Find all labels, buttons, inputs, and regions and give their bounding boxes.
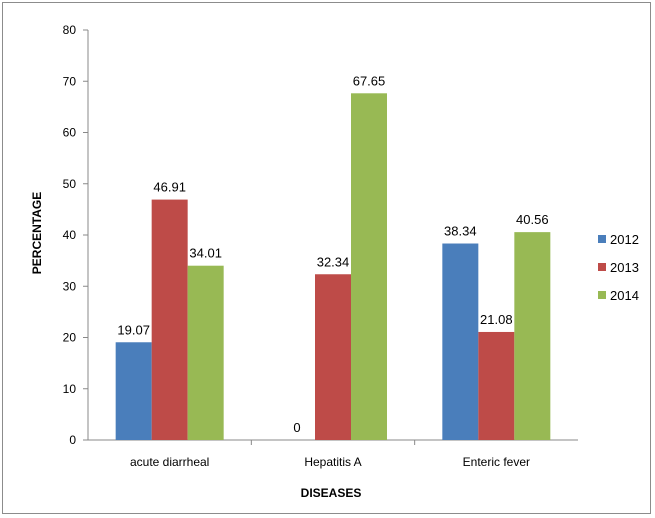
y-tick-label: 80 <box>63 23 77 37</box>
legend-label: 2014 <box>610 288 639 303</box>
y-tick-label: 30 <box>63 279 77 293</box>
bars <box>115 93 551 440</box>
y-tick-label: 40 <box>63 228 77 242</box>
data-label: 67.65 <box>353 73 386 88</box>
y-tick-label: 60 <box>63 126 77 140</box>
legend-label: 2013 <box>610 260 639 275</box>
bar-2013 <box>478 331 515 440</box>
x-axis-title: DISEASES <box>301 486 362 500</box>
legend-swatch <box>598 263 606 271</box>
bar-2012 <box>442 243 479 440</box>
bar-2014 <box>514 232 551 440</box>
data-label: 0 <box>293 420 300 435</box>
data-label: 21.08 <box>480 312 513 327</box>
y-tick-label: 0 <box>69 433 76 447</box>
legend-swatch <box>598 291 606 299</box>
y-tick-label: 70 <box>63 74 77 88</box>
y-tick-label: 50 <box>63 177 77 191</box>
data-label: 38.34 <box>444 224 477 239</box>
bar-2013 <box>151 199 188 440</box>
data-label: 46.91 <box>153 180 186 195</box>
bar-2012 <box>115 342 152 440</box>
y-tick-label: 20 <box>63 331 77 345</box>
legend-swatch <box>598 235 606 243</box>
x-tick-label: acute diarrheal <box>130 455 209 469</box>
bar-2013 <box>315 274 351 440</box>
data-label: 40.56 <box>516 212 549 227</box>
x-tick-label: Hepatitis A <box>304 455 361 469</box>
data-labels: 19.07 46.91 34.01 0 32.34 67.65 38.34 21.08 40.5… <box>117 73 548 435</box>
y-tick-label: 10 <box>63 382 77 396</box>
y-tick-labels: 0 10 20 30 40 50 60 70 80 <box>63 23 88 447</box>
x-tick-labels: acute diarrheal Hepatitis A Enteric fever <box>130 440 530 469</box>
data-label: 34.01 <box>189 246 222 261</box>
data-label: 32.34 <box>317 254 350 269</box>
bar-2014 <box>351 93 387 440</box>
legend: 2012 2013 2014 <box>598 232 639 303</box>
bar-2014 <box>187 265 224 440</box>
data-label: 19.07 <box>117 322 150 337</box>
x-tick-label: Enteric fever <box>463 455 530 469</box>
y-axis-title: PERCENTAGE <box>30 192 44 274</box>
legend-label: 2012 <box>610 232 639 247</box>
